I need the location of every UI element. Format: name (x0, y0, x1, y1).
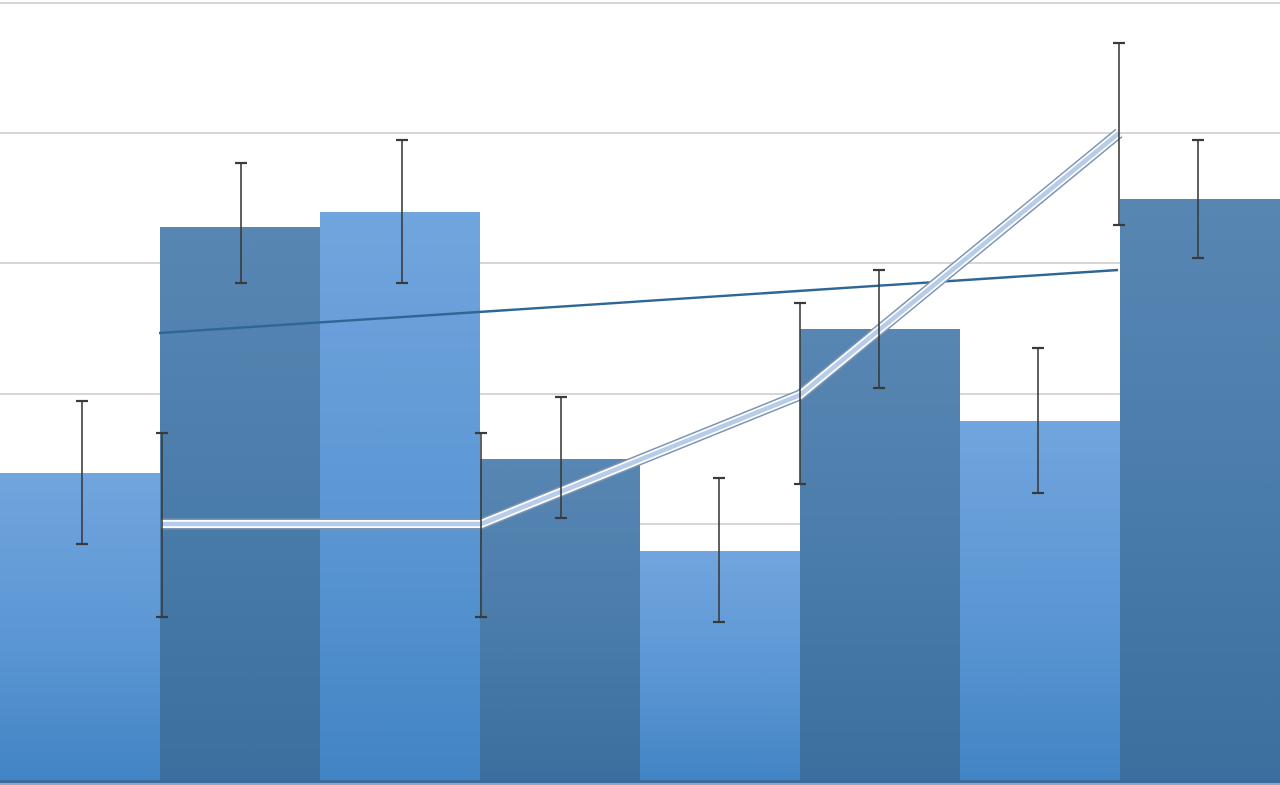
bar-series (0, 199, 1280, 780)
error-bar (1032, 346, 1044, 495)
error-bar (156, 431, 168, 619)
error-bar (555, 395, 567, 520)
bar (160, 227, 320, 780)
bar (1120, 199, 1280, 780)
floor-edge-light (0, 783, 1280, 785)
error-bar (1113, 41, 1125, 227)
error-bar (76, 399, 88, 546)
error-bars (76, 41, 1204, 624)
ribbon-center (161, 131, 1121, 527)
error-bar (396, 138, 408, 285)
thick-ribbon-line (161, 128, 1123, 530)
error-bar (475, 431, 487, 619)
bar (640, 551, 800, 780)
chart-floor (0, 780, 1280, 785)
error-bar (873, 268, 885, 390)
floor-edge-dark (0, 780, 1280, 783)
error-bar (713, 476, 725, 624)
bar (960, 421, 1120, 780)
error-bar (1192, 138, 1204, 260)
bar (320, 212, 480, 780)
error-bar (235, 161, 247, 285)
bar (800, 329, 960, 780)
bar (480, 459, 640, 780)
thin-trend-line (158, 268, 1119, 335)
error-bar (794, 301, 806, 486)
bar (0, 473, 160, 780)
